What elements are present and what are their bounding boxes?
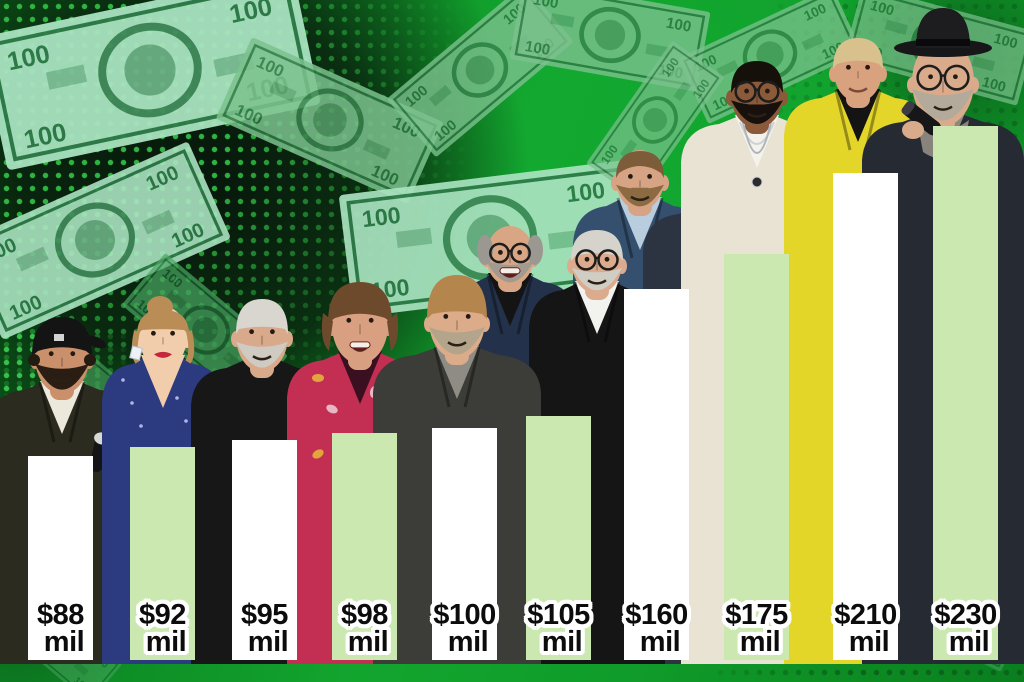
bar-amount-text: $88	[37, 599, 84, 631]
bar-value-label: $175 mil	[687, 599, 827, 658]
bar-unit-text: mil	[948, 626, 990, 658]
bar-amount-text: $230	[934, 599, 997, 631]
bar-value-label: $95 mil	[195, 599, 335, 658]
bar-value-label: $160 mil	[587, 599, 727, 658]
bar-unit-text: mil	[347, 626, 389, 658]
bar-amount-text: $98	[341, 599, 388, 631]
bar-amount-text: $100	[433, 599, 496, 631]
bar-unit-text: mil	[541, 626, 583, 658]
bar-value-label: $100 mil	[395, 599, 535, 658]
bar-bad-bunny: $88 mil	[28, 456, 93, 660]
bar-brad-pitt: $100 mil	[432, 428, 497, 660]
bar-unit-text: mil	[639, 626, 681, 658]
bar-value-label: $92 mil	[93, 599, 233, 658]
bar-amount-text: $175	[725, 599, 788, 631]
bar-amount-text: $160	[625, 599, 688, 631]
bar-james-l-brooks-matt-groening: $105 mil	[526, 416, 591, 660]
bar-amount-text: $105	[527, 599, 590, 631]
bar-unit-text: mil	[43, 626, 85, 658]
bar-value-label: $105 mil	[489, 599, 629, 658]
bar-phil-collins-genesis: $230 mil	[933, 126, 998, 660]
bar-tyler-perry: $175 mil	[724, 254, 789, 660]
bar-value-label: $88 mil	[0, 599, 131, 658]
bar-amount-text: $92	[139, 599, 186, 631]
bar-trey-parker-matt-stone: $160 mil	[624, 289, 689, 660]
bar-sting: $210 mil	[833, 173, 898, 660]
bar-amount-text: $210	[834, 599, 897, 631]
bar-unit-text: mil	[145, 626, 187, 658]
bar-value-label: $230 mil	[896, 599, 1024, 658]
bar-value-label: $98 mil	[295, 599, 435, 658]
bar-james-cameron: $95 mil	[232, 440, 297, 660]
bar-unit-text: mil	[447, 626, 489, 658]
bar-taylor-swift: $92 mil	[130, 447, 195, 660]
bar-amount-text: $95	[241, 599, 288, 631]
bar-unit-text: mil	[848, 626, 890, 658]
bar-value-label: $210 mil	[796, 599, 936, 658]
bar-mick-jagger-the-rolling-stones: $98 mil	[332, 433, 397, 660]
bar-unit-text: mil	[739, 626, 781, 658]
bar-unit-text: mil	[247, 626, 289, 658]
